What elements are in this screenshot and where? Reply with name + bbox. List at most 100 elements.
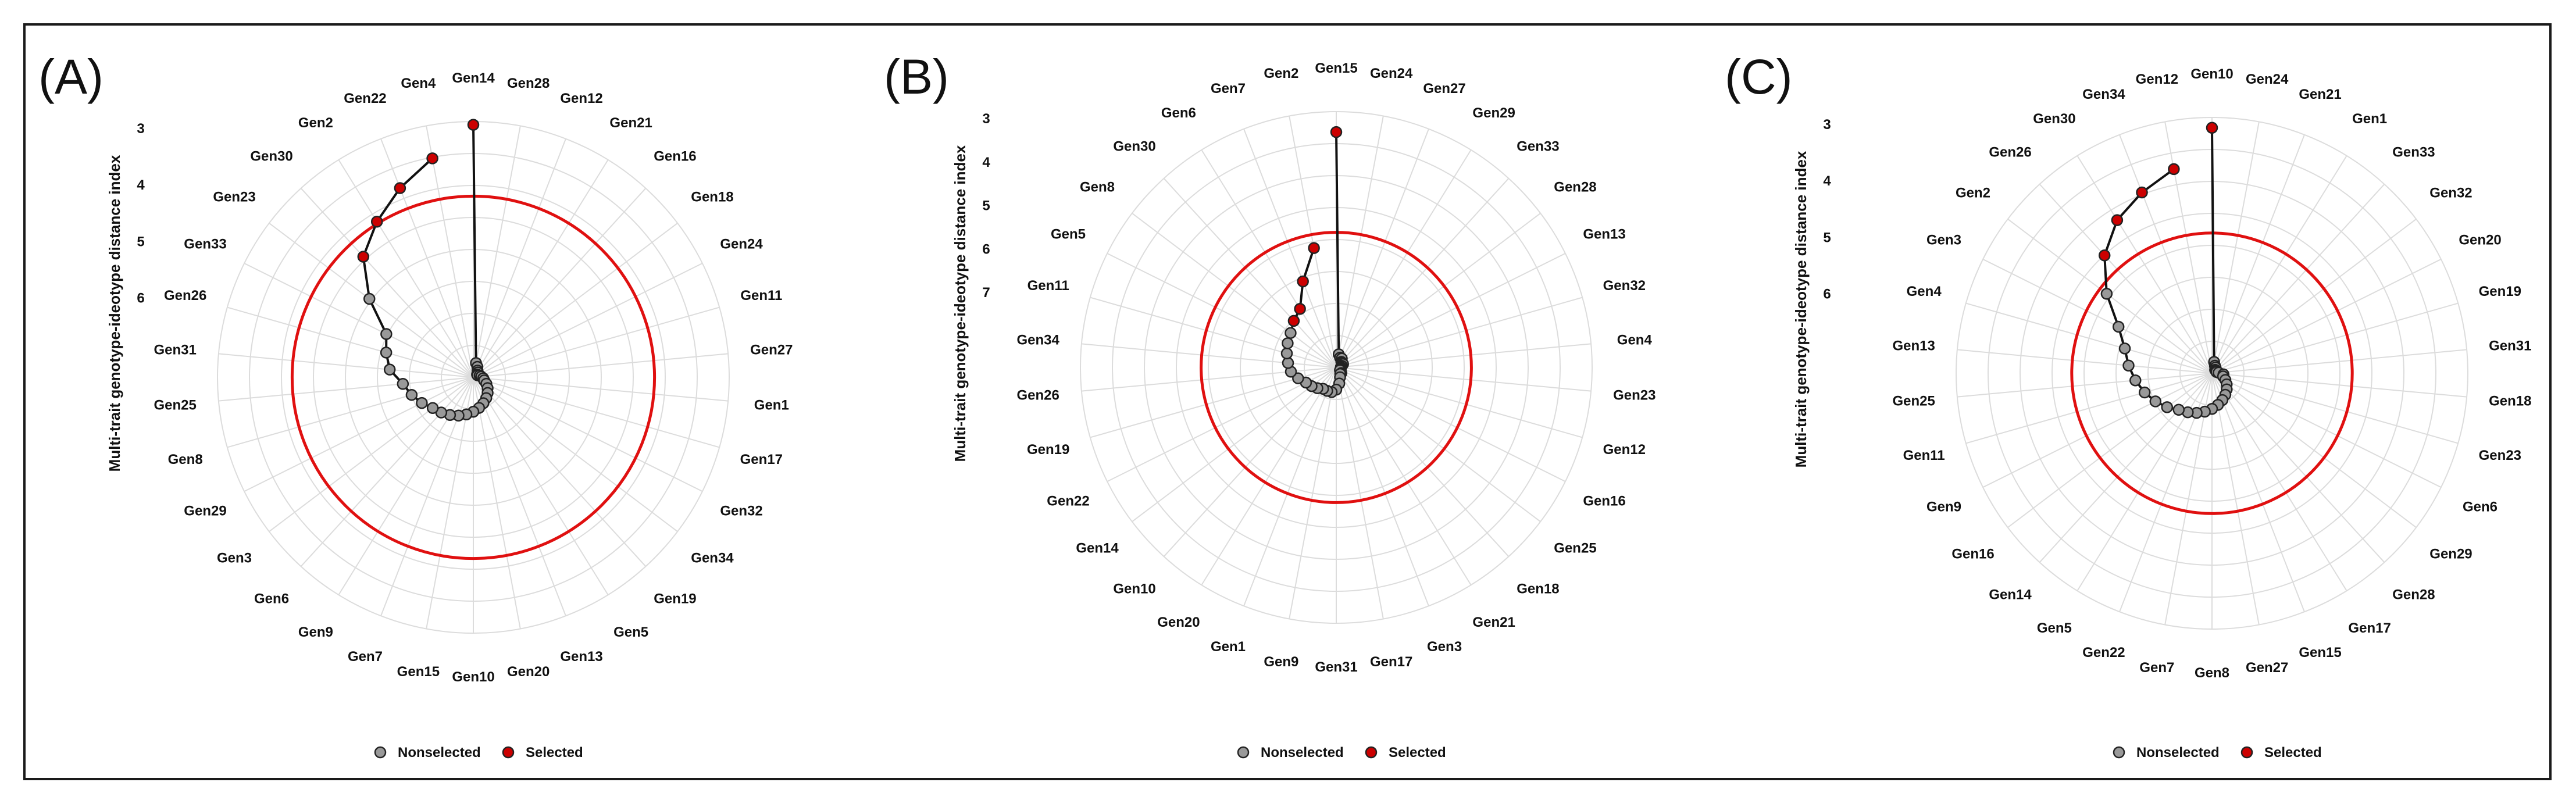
legend-selected-label: Selected <box>1389 745 1446 760</box>
genotype-label: Gen34 <box>1017 332 1060 348</box>
genotype-label: Gen30 <box>1113 138 1155 154</box>
genotype-label: Gen8 <box>1080 180 1115 195</box>
grid-spoke <box>1289 116 1337 368</box>
grid-spoke <box>1132 213 1337 368</box>
axis-tick-label: 3 <box>982 111 990 127</box>
selected-point <box>394 182 406 194</box>
genotype-label: Gen17 <box>740 452 783 467</box>
radar-chart-c: Multi-trait genotype-ideotype distance i… <box>1792 66 2531 760</box>
grid-spoke <box>2211 219 2417 374</box>
grid-spoke <box>473 377 678 532</box>
nonselected-point <box>2122 359 2135 372</box>
genotype-label: Gen9 <box>1264 654 1298 670</box>
genotype-label: Gen10 <box>1113 581 1155 597</box>
grid-spoke <box>1336 149 1472 368</box>
genotype-label: Gen1 <box>754 398 789 413</box>
grid-spoke <box>1336 367 1384 619</box>
grid-spoke <box>1336 367 1472 585</box>
genotype-label: Gen4 <box>401 76 436 91</box>
genotype-label: Gen30 <box>250 148 292 164</box>
grid-spoke <box>426 126 474 378</box>
grid-spoke <box>2211 373 2347 591</box>
genotype-label: Gen6 <box>254 591 289 607</box>
genotype-label: Gen34 <box>2082 87 2125 102</box>
genotype-label: Gen25 <box>1554 540 1596 556</box>
grid-spoke <box>2211 122 2260 374</box>
grid-spoke <box>2211 373 2417 528</box>
selected-point <box>1294 302 1306 315</box>
genotype-label: Gen10 <box>2190 66 2233 82</box>
grid-spoke <box>473 306 720 378</box>
genotype-label: Gen14 <box>1076 540 1119 556</box>
genotype-label: Gen14 <box>1989 587 2032 603</box>
grid-spoke <box>2211 134 2305 374</box>
legend-selected-marker <box>1365 746 1378 759</box>
grid-spoke <box>1163 367 1337 557</box>
genotype-label: Gen22 <box>344 91 386 106</box>
genotype-label: Gen27 <box>1423 81 1465 97</box>
grid-spoke <box>1107 367 1337 483</box>
selected-point <box>467 119 480 131</box>
genotype-label: Gen23 <box>1613 388 1656 404</box>
genotype-label: Gen20 <box>2459 232 2501 248</box>
genotype-label: Gen13 <box>1583 226 1625 242</box>
grid-spoke <box>473 377 566 616</box>
genotype-label: Gen7 <box>348 649 383 665</box>
radar-chart-b: Multi-trait genotype-ideotype distance i… <box>951 60 1656 760</box>
grid-spoke <box>1336 343 1592 368</box>
genotype-label: Gen12 <box>1603 442 1646 458</box>
genotype-label: Gen3 <box>1926 232 1961 248</box>
genotype-label: Gen11 <box>1903 448 1945 463</box>
axis-tick-label: 6 <box>1823 287 1831 302</box>
genotype-label: Gen31 <box>2489 338 2531 353</box>
grid-spoke <box>338 159 474 378</box>
nonselected-point <box>2112 320 2125 333</box>
y-axis-label: Multi-trait genotype-ideotype distance i… <box>951 145 969 462</box>
grid-spoke <box>1107 252 1337 368</box>
selected-point <box>2206 122 2218 134</box>
genotype-label: Gen8 <box>2195 665 2229 681</box>
panel-label: (C) <box>1725 49 1793 104</box>
panel-c: (C) Multi-trait genotype-ideotype distan… <box>1712 26 2549 783</box>
genotype-label: Gen13 <box>560 649 602 665</box>
selected-point <box>370 215 383 228</box>
selected-point <box>1297 275 1309 288</box>
grid-spoke <box>244 262 474 378</box>
genotype-label: Gen16 <box>1951 546 1994 562</box>
grid-spoke <box>227 306 474 378</box>
nonselected-point <box>2100 287 2113 300</box>
nonselected-point <box>405 388 418 401</box>
genotype-label: Gen22 <box>2082 645 2125 660</box>
selected-point <box>2098 249 2111 262</box>
nonselected-point <box>426 402 439 415</box>
grid-spoke <box>244 377 474 492</box>
nonselected-point <box>397 377 409 390</box>
legend-selected-label: Selected <box>2264 745 2322 760</box>
grid-spoke <box>2039 373 2213 563</box>
grid-spoke <box>1336 178 1510 368</box>
y-axis-label: Multi-trait genotype-ideotype distance i… <box>1792 151 1810 467</box>
genotype-label: Gen11 <box>1027 278 1069 294</box>
grid-spoke <box>1336 297 1583 368</box>
grid-spoke <box>1336 367 1566 483</box>
genotype-label: Gen7 <box>1211 81 1246 97</box>
nonselected-point <box>1282 337 1294 349</box>
genotype-label: Gen6 <box>1161 105 1196 121</box>
genotype-label: Gen7 <box>2139 660 2174 676</box>
selected-point <box>2168 163 2180 176</box>
legend-nonselected-marker <box>374 746 387 759</box>
nonselected-point <box>2129 374 2142 387</box>
genotype-label: Gen20 <box>1157 615 1200 630</box>
grid-spoke <box>1336 367 1429 606</box>
legend-selected-marker <box>2240 746 2253 759</box>
grid-spoke <box>473 353 729 378</box>
grid-spoke <box>1243 128 1337 368</box>
nonselected-point <box>1280 347 1293 360</box>
genotype-label: Gen15 <box>397 664 440 680</box>
selected-point <box>357 251 370 263</box>
genotype-label: Gen34 <box>691 550 734 566</box>
grid-spoke <box>2211 184 2385 374</box>
axis-tick-label: 4 <box>137 177 145 193</box>
genotype-label: Gen19 <box>654 591 696 607</box>
genotype-label: Gen24 <box>2246 72 2289 87</box>
